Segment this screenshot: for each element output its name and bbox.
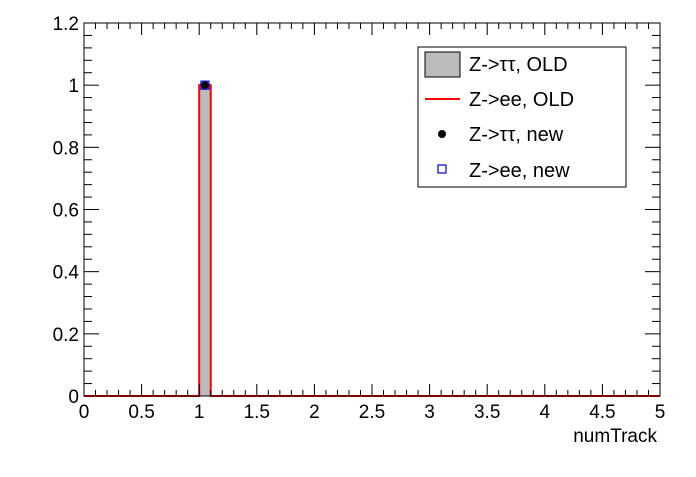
y-tick-label: 1 [68,76,79,97]
y-tick-label: 0.2 [53,325,79,346]
x-tick-label: 2 [309,402,320,423]
legend-label-zee-new: Z->ee, new [469,160,570,182]
y-tick-label: 0.6 [53,201,79,222]
x-tick-label: 0 [79,402,90,423]
marker-ztautau-new-0 [200,81,209,90]
y-tick-label: 0.4 [53,263,80,284]
x-tick-label: 2.5 [359,402,385,423]
x-tick-label: 4.5 [589,402,615,423]
legend-label-zee-old: Z->ee, OLD [469,89,574,111]
x-tick-label: 3.5 [474,402,500,423]
legend: Z->ττ, OLD Z->ee, OLD Z->ττ, new Z->ee, … [417,46,627,188]
histogram-bar-ztautau-old-0 [198,84,212,397]
x-tick-label: 3 [424,402,435,423]
legend-marker-zee-new [437,164,447,174]
y-tick-label: 1.2 [53,14,79,35]
y-tick-label: 0.8 [53,138,79,159]
legend-swatch-ztautau-old [424,51,461,78]
legend-label-ztautau-new: Z->ττ, new [469,124,564,146]
x-tick-label: 1.5 [244,402,270,423]
legend-label-ztautau-old: Z->ττ, OLD [469,54,568,76]
x-tick-label: 0.5 [128,402,154,423]
marker-zee-new-0 [200,80,210,90]
x-tick-label: 1 [194,402,205,423]
x-tick-label: 5 [655,402,666,423]
x-axis-title: numTrack [573,426,657,447]
legend-marker-ztautau-new [438,130,446,138]
y-tick-label: 0 [68,387,79,408]
x-tick-label: 4 [540,402,551,423]
